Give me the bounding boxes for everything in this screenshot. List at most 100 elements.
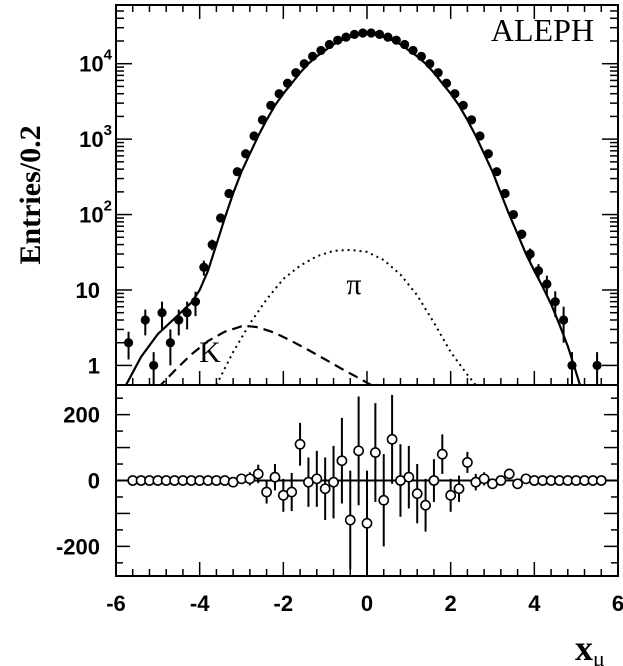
residual-point [520, 473, 532, 485]
data-point [492, 167, 502, 177]
y-tick-label-exponent: 2 [104, 198, 112, 215]
data-point [500, 188, 510, 199]
data-point [433, 68, 443, 78]
residual-marker [461, 456, 473, 468]
residual-point [210, 475, 222, 486]
residual-marker [294, 438, 306, 450]
residual-marker [344, 514, 356, 526]
y-tick-label-base: 10 [79, 203, 103, 228]
data-point [157, 301, 167, 330]
residual-point [328, 445, 339, 519]
data-point [316, 45, 326, 56]
y-tick-label-exponent: 4 [104, 47, 113, 64]
y-tick-label-exponent: 3 [104, 122, 112, 139]
y-tick-label: 1 [88, 353, 100, 378]
x-axis-label-subscript: μ [593, 646, 605, 666]
data-point [215, 213, 226, 223]
data-point-marker [299, 59, 309, 69]
residual-marker [512, 478, 523, 490]
residual-point [436, 434, 448, 474]
data-point [592, 352, 602, 384]
data-point-marker [533, 266, 544, 276]
data-point-marker [475, 131, 485, 141]
data-point-marker [366, 28, 376, 38]
x-axis-label-main: x [575, 628, 593, 666]
data-point [366, 28, 376, 38]
data-point-marker [123, 338, 134, 348]
residual-point [378, 454, 390, 547]
data-point [224, 188, 234, 199]
data-point [324, 39, 334, 50]
residual-marker [478, 473, 490, 485]
residual-point [386, 394, 398, 484]
data-point-marker [559, 315, 569, 325]
data-point [308, 51, 318, 61]
y-tick-label: 104 [79, 47, 112, 77]
data-point [349, 29, 360, 39]
residual-marker [428, 475, 440, 486]
residual-point [319, 457, 331, 521]
residual-point [395, 444, 406, 517]
residual-axis-ticks: 200 0 -200 -6 -4 -2 0 2 4 6 [56, 397, 623, 616]
data-point [383, 32, 393, 42]
data-point-marker [190, 297, 201, 307]
data-point-marker [149, 360, 159, 371]
data-point-marker [232, 167, 242, 177]
data-point [282, 78, 293, 88]
residual-marker [403, 471, 415, 483]
residual-marker [269, 471, 281, 483]
x-tick-label: -4 [190, 591, 210, 616]
res-y-tick-label: 200 [63, 403, 100, 428]
data-point-marker [425, 59, 435, 69]
data-point [299, 59, 309, 69]
data-point-marker [182, 308, 192, 318]
residual-point [595, 475, 607, 486]
residual-marker [503, 468, 515, 480]
data-point [190, 291, 201, 317]
data-point [358, 28, 368, 38]
data-point-marker [291, 68, 301, 78]
data-point-marker [408, 45, 418, 56]
residual-marker [353, 445, 365, 457]
y-axis-label: Entries/0.2 [14, 125, 47, 264]
x-tick-label: 0 [361, 591, 373, 616]
residual-marker [445, 489, 457, 501]
residual-point [445, 478, 457, 512]
data-point [542, 275, 552, 296]
residual-marker [595, 475, 607, 486]
data-point-marker [416, 51, 426, 61]
residual-marker [361, 517, 373, 529]
residual-point [244, 472, 256, 486]
data-point-marker [517, 229, 527, 239]
residual-marker [386, 433, 398, 445]
data-point [274, 89, 284, 99]
residual-point [495, 475, 507, 486]
data-point [241, 149, 251, 159]
data-point-marker [341, 32, 351, 42]
data-point [199, 260, 209, 276]
residual-point [478, 472, 490, 486]
residual-point [411, 464, 423, 524]
residual-marker [328, 476, 339, 488]
residual-marker [252, 468, 264, 480]
x-tick-label: 6 [612, 591, 623, 616]
data-point-marker [374, 29, 385, 39]
data-point [475, 131, 485, 141]
data-point [508, 209, 519, 220]
data-point [533, 264, 544, 279]
data-point [174, 309, 184, 336]
data-point-marker [308, 51, 318, 61]
data-point-marker [450, 89, 460, 99]
data-point-marker [525, 249, 535, 259]
data-point [400, 39, 410, 50]
data-point [441, 78, 452, 88]
residual-point [461, 451, 473, 473]
data-point-marker [324, 39, 334, 50]
residual-point [587, 475, 599, 486]
data-point-marker [165, 338, 175, 348]
residual-marker [378, 494, 390, 506]
y-tick-label: 103 [79, 122, 112, 152]
experiment-label: ALEPH [491, 12, 594, 48]
